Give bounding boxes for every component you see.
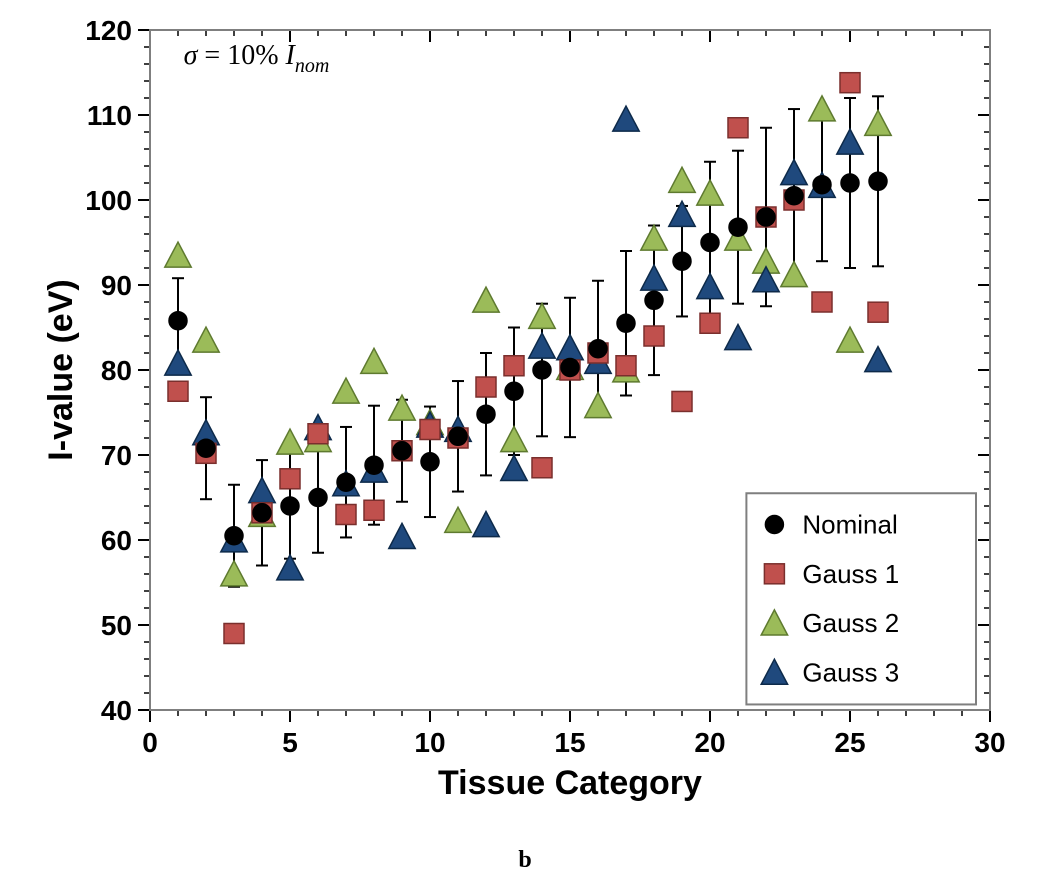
series-nominal-point <box>589 340 607 358</box>
series-gauss1-point <box>224 624 244 644</box>
series-gauss1-point <box>280 469 300 489</box>
series-nominal-point <box>169 312 187 330</box>
series-nominal-point <box>337 473 355 491</box>
series-nominal-point <box>841 174 859 192</box>
y-tick-label: 50 <box>101 610 132 641</box>
series-nominal-point <box>785 187 803 205</box>
scatter-chart: 0 5 10 15 20 25 30 40 50 60 70 80 90 100 110 120 Tissue … <box>40 10 1020 810</box>
y-tick-label: 110 <box>87 100 132 131</box>
series-nominal-point <box>309 489 327 507</box>
series-nominal-point <box>645 291 663 309</box>
series-gauss1-point <box>868 302 888 322</box>
series-nominal-point <box>561 358 579 376</box>
series-gauss1-point <box>672 391 692 411</box>
series-gauss1-point <box>476 377 496 397</box>
x-tick-label: 25 <box>834 727 865 758</box>
series-nominal-point <box>617 314 635 332</box>
legend-marker-gauss1 <box>764 564 784 584</box>
series-nominal-point <box>757 208 775 226</box>
legend-label-gauss3: Gauss 3 <box>802 657 899 687</box>
y-tick-label: 80 <box>101 355 132 386</box>
series-nominal-point <box>729 218 747 236</box>
series-gauss1-point <box>700 313 720 333</box>
series-gauss1-point <box>840 73 860 93</box>
x-tick-label: 20 <box>694 727 725 758</box>
series-gauss1-point <box>308 424 328 444</box>
x-tick-label: 15 <box>554 727 585 758</box>
legend-marker-nominal <box>765 516 783 534</box>
series-nominal-point <box>813 176 831 194</box>
series-nominal-point <box>449 427 467 445</box>
series-nominal-point <box>533 361 551 379</box>
series-gauss1-point <box>168 381 188 401</box>
page: { "chart": { "type": "scatter", "backgro… <box>0 0 1050 878</box>
y-axis-label: I-value (eV) <box>42 279 80 460</box>
y-tick-label: 40 <box>101 695 132 726</box>
legend-label-nominal: Nominal <box>802 510 897 540</box>
y-tick-label: 60 <box>101 525 132 556</box>
series-nominal-point <box>225 527 243 545</box>
y-tick-label: 100 <box>85 185 132 216</box>
series-gauss1-point <box>504 356 524 376</box>
x-tick-label: 5 <box>282 727 298 758</box>
y-tick-label: 120 <box>85 15 132 46</box>
series-nominal-point <box>253 504 271 522</box>
series-nominal-point <box>505 382 523 400</box>
series-nominal-point <box>673 252 691 270</box>
x-axis-label: Tissue Category <box>438 764 702 802</box>
legend-label-gauss2: Gauss 2 <box>802 608 899 638</box>
x-tick-label: 0 <box>142 727 158 758</box>
series-nominal-point <box>281 497 299 515</box>
series-gauss1-point <box>336 505 356 525</box>
series-nominal-point <box>869 172 887 190</box>
legend: Nominal Gauss 1 Gauss 2 Gauss 3 <box>746 493 976 704</box>
legend-label-gauss1: Gauss 1 <box>802 559 899 589</box>
series-gauss1-point <box>644 326 664 346</box>
series-nominal-point <box>477 405 495 423</box>
subpanel-label: b <box>0 847 1050 874</box>
series-nominal-point <box>197 439 215 457</box>
chart-container: 0 5 10 15 20 25 30 40 50 60 70 80 90 100 110 120 Tissue … <box>40 10 1020 830</box>
x-tick-label: 30 <box>974 727 1005 758</box>
series-nominal-point <box>393 442 411 460</box>
series-gauss1-point <box>420 420 440 440</box>
series-gauss1-point <box>812 292 832 312</box>
series-nominal-point <box>421 453 439 471</box>
series-gauss1-point <box>616 356 636 376</box>
series-nominal-point <box>701 234 719 252</box>
y-tick-label: 70 <box>101 440 132 471</box>
series-gauss1-point <box>364 500 384 520</box>
series-nominal-point <box>365 456 383 474</box>
y-tick-label: 90 <box>101 270 132 301</box>
series-gauss1-point <box>532 458 552 478</box>
x-tick-label: 10 <box>414 727 445 758</box>
series-gauss1-point <box>728 118 748 138</box>
